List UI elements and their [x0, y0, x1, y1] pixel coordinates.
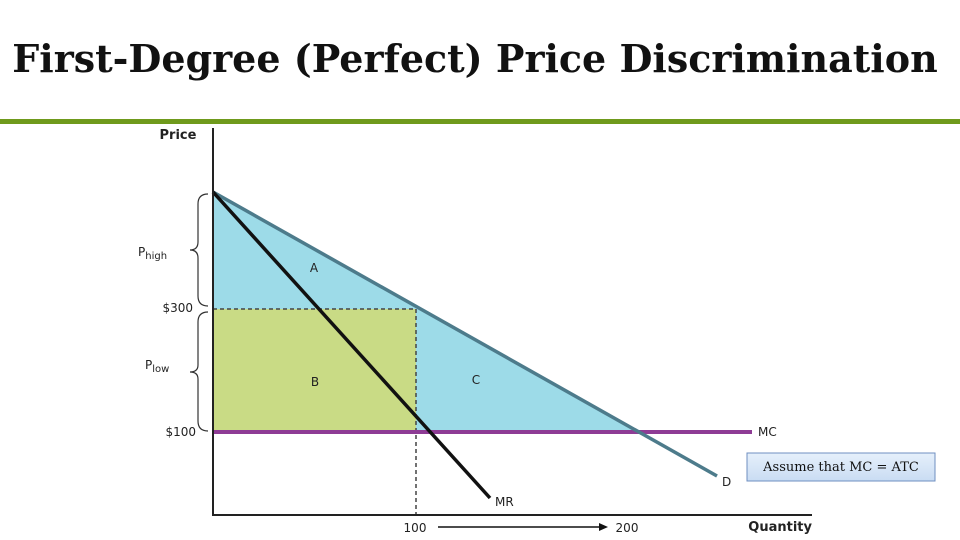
d-label: D	[722, 475, 731, 489]
brace-high	[189, 193, 209, 307]
note-text: Assume that MC = ATC	[762, 460, 919, 475]
mr-label: MR	[495, 495, 514, 509]
slide-title: First-Degree (Perfect) Price Discriminat…	[12, 36, 937, 81]
p-low-label: Plow	[145, 358, 169, 375]
mc-label: MC	[758, 425, 777, 439]
demand-line	[212, 190, 718, 478]
area-b	[213, 309, 416, 432]
q-100-label: 100	[404, 521, 427, 535]
title-rule	[0, 119, 960, 124]
area-c-label: C	[472, 373, 480, 387]
brace-low	[189, 311, 209, 432]
p-300-label: $300	[162, 301, 193, 315]
x-axis-label: Quantity	[748, 520, 812, 535]
mr-line	[211, 190, 492, 500]
note-box	[746, 452, 936, 482]
p-high-label: Phigh	[138, 245, 167, 262]
arrow-head	[599, 523, 608, 531]
y-axis-label: Price	[160, 128, 197, 143]
p-100-label: $100	[165, 425, 196, 439]
area-a-label: A	[310, 261, 319, 275]
area-b-label: B	[311, 375, 319, 389]
q-200-label: 200	[616, 521, 639, 535]
